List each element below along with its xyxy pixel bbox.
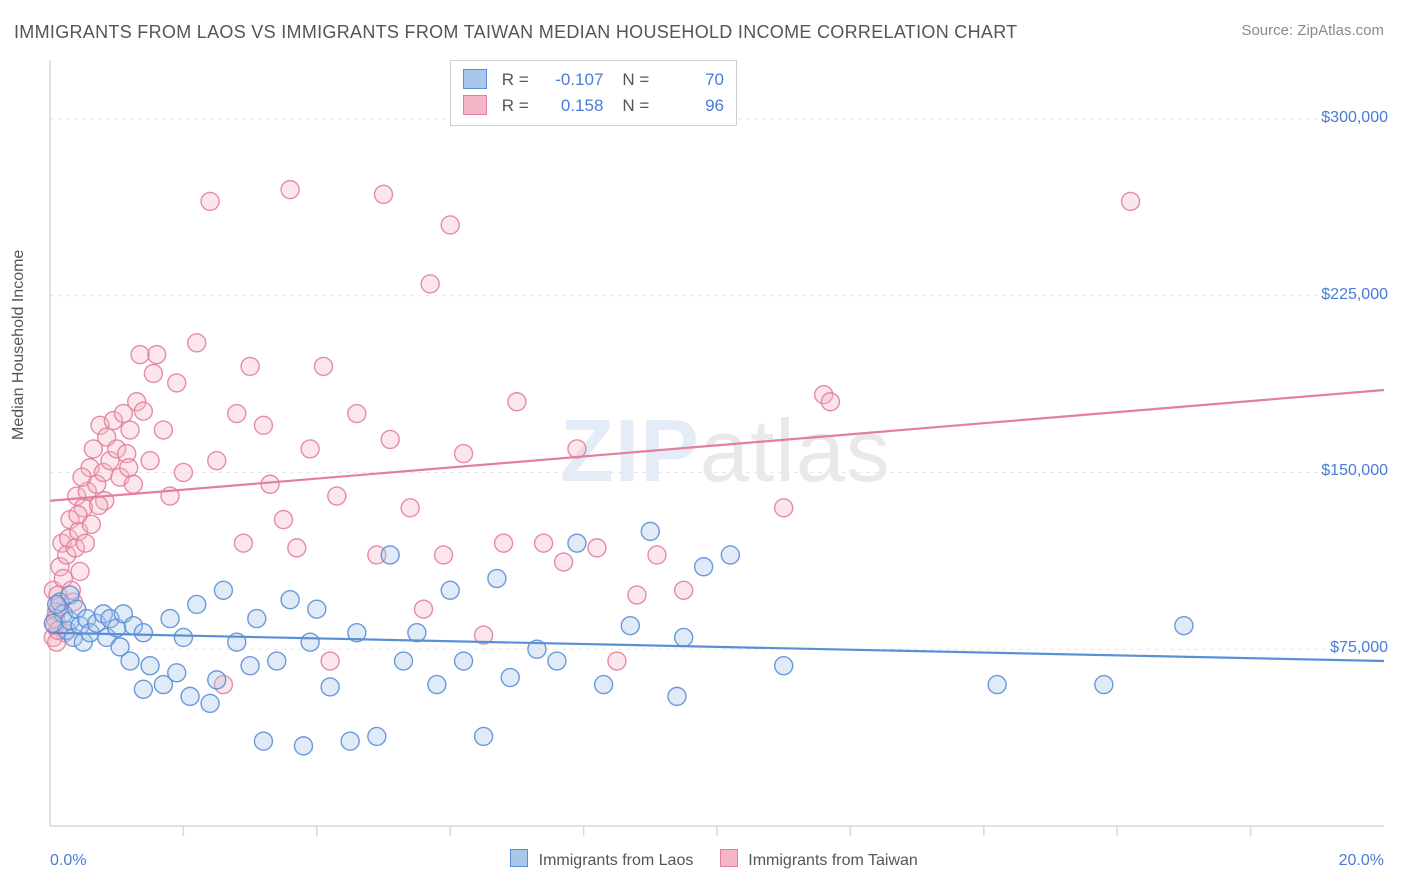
legend-label-taiwan: Immigrants from Taiwan xyxy=(748,852,918,869)
y-tick-label: $75,000 xyxy=(1330,639,1388,657)
legend-n-value: 96 xyxy=(654,93,724,119)
legend-swatch-taiwan xyxy=(463,95,487,115)
scatter-plot xyxy=(0,0,1406,892)
legend-n-label: N = xyxy=(622,67,649,93)
legend-swatch-laos xyxy=(510,849,528,867)
legend-row-taiwan: R = 0.158 N = 96 xyxy=(463,93,724,119)
legend-n-value: 70 xyxy=(654,67,724,93)
legend-r-label: R = xyxy=(502,67,529,93)
legend-label-laos: Immigrants from Laos xyxy=(539,852,694,869)
legend-swatch-taiwan xyxy=(720,849,738,867)
legend-n-label: N = xyxy=(622,93,649,119)
y-tick-label: $225,000 xyxy=(1321,286,1388,304)
y-tick-label: $300,000 xyxy=(1321,109,1388,127)
legend-swatch-laos xyxy=(463,69,487,89)
legend-r-value: 0.158 xyxy=(533,93,603,119)
y-tick-label: $150,000 xyxy=(1321,462,1388,480)
legend-r-label: R = xyxy=(502,93,529,119)
series-legend: Immigrants from Laos Immigrants from Tai… xyxy=(0,849,1406,870)
legend-r-value: -0.107 xyxy=(533,67,603,93)
legend-row-laos: R = -0.107 N = 70 xyxy=(463,67,724,93)
correlation-legend: R = -0.107 N = 70 R = 0.158 N = 96 xyxy=(450,60,737,126)
